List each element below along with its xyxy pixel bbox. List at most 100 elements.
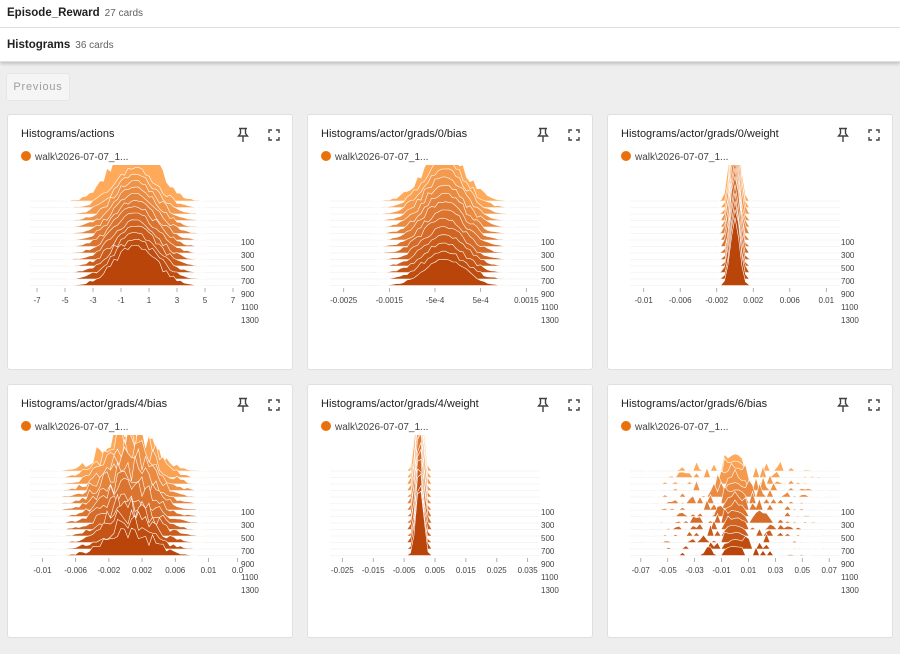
previous-button[interactable]: Previous	[6, 73, 70, 101]
y-tick-label: 1100	[241, 303, 259, 312]
y-tick-label: 700	[841, 277, 855, 286]
fullscreen-icon[interactable]	[568, 128, 580, 141]
histogram-slice	[30, 493, 240, 524]
histogram-card: Histograms/actor/grads/0/weight walk\2026…	[607, 114, 893, 370]
y-tick-label: 700	[841, 547, 855, 556]
group-header-histograms[interactable]: Histograms 36 cards	[0, 28, 900, 62]
x-tick-label: -0.0025	[330, 296, 358, 305]
histogram-card: Histograms/actor/grads/4/weight walk\2026…	[307, 384, 593, 638]
y-tick-label: 700	[241, 277, 255, 286]
x-tick-label: 0.025	[487, 566, 508, 575]
x-tick-label: -5e-4	[426, 296, 445, 305]
x-tick-label: 0.015	[456, 566, 477, 575]
card-title: Histograms/actor/grads/4/bias	[21, 398, 168, 410]
fullscreen-icon[interactable]	[868, 128, 880, 141]
histogram-slice	[330, 490, 540, 556]
y-tick-label: 700	[541, 547, 555, 556]
histogram-plot: 100 300 500 700 900 1100 1300 -0.07 -0.05 -0.03 -0…	[629, 453, 859, 595]
y-tick-label: 500	[841, 534, 855, 543]
y-tick-label: 900	[841, 290, 855, 299]
x-tick-label: 0.01	[201, 566, 217, 575]
y-tick-label: 700	[541, 277, 555, 286]
x-tick-label: -0.07	[632, 566, 651, 575]
histogram-plot: 100 300 500 700 900 1100 1300 -7 -5 -3 -1 1 3 5 7	[30, 165, 259, 325]
y-tick-label: 1100	[541, 573, 559, 582]
x-tick-label: 7	[231, 296, 236, 305]
pin-icon[interactable]	[236, 397, 250, 413]
y-tick-label: 900	[241, 560, 255, 569]
y-tick-label: 300	[841, 251, 855, 260]
y-tick-label: 100	[841, 508, 855, 517]
histogram-slice	[630, 479, 840, 499]
histogram-slice	[630, 531, 840, 543]
legend-entry: walk\2026-07-07_1...	[621, 421, 728, 433]
histogram-card: Histograms/actor/grads/4/bias walk\2026-0…	[7, 384, 293, 638]
fullscreen-icon[interactable]	[568, 398, 580, 411]
x-tick-label: -0.05	[659, 566, 678, 575]
x-tick-label: -0.025	[331, 566, 354, 575]
card-title: Histograms/actor/grads/4/weight	[321, 398, 479, 410]
x-tick-label: -0.01	[712, 566, 731, 575]
fullscreen-icon[interactable]	[868, 398, 880, 411]
y-tick-label: 500	[241, 534, 255, 543]
y-tick-label: 1300	[241, 316, 259, 325]
card-title: Histograms/actor/grads/6/bias	[621, 398, 768, 410]
y-tick-label: 900	[841, 560, 855, 569]
x-tick-label: 0.0015	[514, 296, 539, 305]
y-tick-label: 500	[841, 264, 855, 273]
histogram-slice	[30, 477, 240, 517]
x-tick-label: -3	[89, 296, 97, 305]
run-color-swatch	[21, 421, 31, 431]
y-tick-label: 500	[541, 264, 555, 273]
x-tick-label: 1	[147, 296, 152, 305]
run-name: walk\2026-07-07_1...	[335, 422, 429, 433]
x-tick-label: -0.015	[362, 566, 385, 575]
pin-icon[interactable]	[536, 397, 550, 413]
y-tick-label: 300	[241, 521, 255, 530]
y-tick-label: 300	[541, 521, 555, 530]
legend-entry: walk\2026-07-07_1...	[21, 151, 128, 163]
pin-icon[interactable]	[236, 127, 250, 143]
y-tick-label: 300	[241, 251, 255, 260]
x-tick-label: -0.005	[393, 566, 416, 575]
run-name: walk\2026-07-07_1...	[635, 152, 729, 163]
y-tick-label: 700	[241, 547, 255, 556]
run-name: walk\2026-07-07_1...	[635, 422, 729, 433]
group-header-episode-reward[interactable]: Episode_Reward 27 cards	[0, 0, 900, 28]
histogram-plot: 100 300 500 700 900 1100 1300 -0.01 -0.006 -0.002…	[30, 435, 259, 595]
run-name: walk\2026-07-07_1...	[35, 152, 129, 163]
legend-entry: walk\2026-07-07_1...	[21, 421, 128, 433]
histogram-slice	[330, 442, 540, 517]
histogram-slice	[629, 468, 841, 492]
histogram-slice	[30, 493, 240, 530]
group-name: Episode_Reward 27 cards	[7, 7, 144, 19]
histogram-card: Histograms/actor/grads/6/bias walk\2026-0…	[607, 384, 893, 638]
y-tick-label: 500	[241, 264, 255, 273]
y-tick-label: 1300	[541, 316, 559, 325]
pin-icon[interactable]	[836, 397, 850, 413]
histogram-slice	[630, 523, 840, 537]
histogram-slice	[330, 458, 540, 530]
histogram-slice	[330, 435, 540, 498]
y-tick-label: 100	[541, 508, 555, 517]
fullscreen-icon[interactable]	[268, 398, 280, 411]
pin-icon[interactable]	[836, 127, 850, 143]
y-tick-label: 900	[541, 560, 555, 569]
y-tick-label: 1300	[841, 586, 859, 595]
run-color-swatch	[621, 151, 631, 161]
x-tick-label: 0.01	[819, 296, 835, 305]
x-tick-label: 0.0	[232, 566, 244, 575]
x-tick-label: 5	[203, 296, 208, 305]
pin-icon[interactable]	[536, 127, 550, 143]
histogram-slice	[630, 546, 840, 557]
x-tick-label: -1	[117, 296, 125, 305]
fullscreen-icon[interactable]	[268, 128, 280, 141]
x-tick-label: -0.006	[64, 566, 87, 575]
y-tick-label: 1300	[541, 586, 559, 595]
run-color-swatch	[321, 151, 331, 161]
x-tick-label: -0.01	[635, 296, 654, 305]
y-tick-label: 1300	[241, 586, 259, 595]
x-tick-label: -0.03	[685, 566, 704, 575]
histogram-slice	[330, 468, 540, 537]
y-tick-label: 100	[241, 508, 255, 517]
